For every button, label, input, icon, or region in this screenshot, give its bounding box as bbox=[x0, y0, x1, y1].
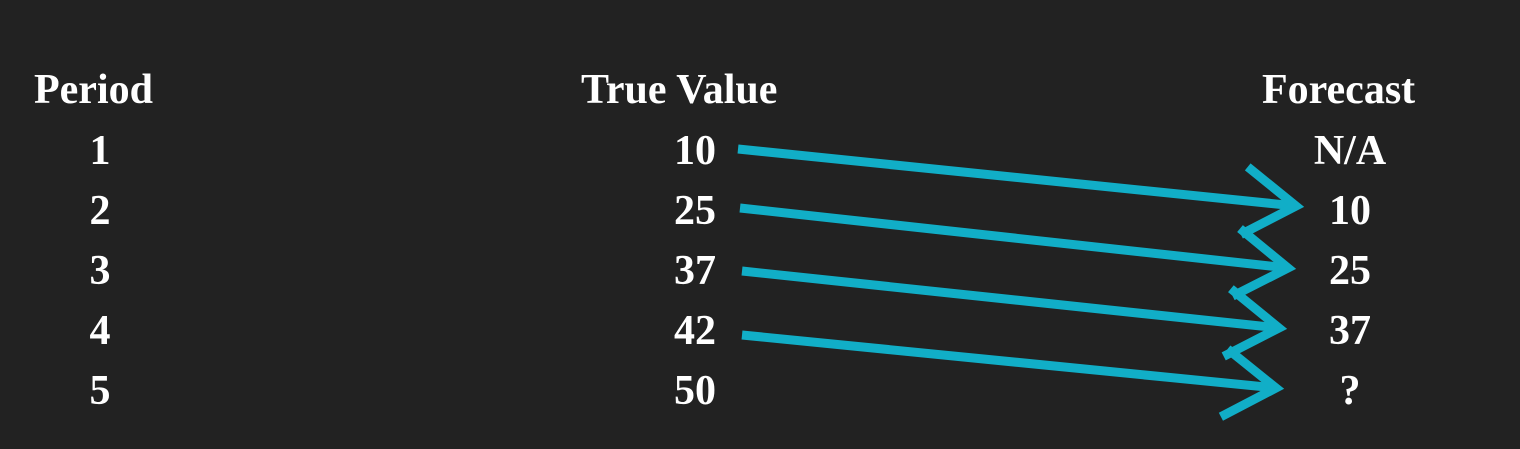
arrow-head bbox=[1218, 345, 1285, 421]
true-value-cell: 50 bbox=[674, 368, 716, 414]
arrow-shaft bbox=[741, 266, 1276, 333]
arrow-head bbox=[1221, 285, 1288, 361]
arrow-head bbox=[1230, 225, 1297, 301]
arrow-shaft bbox=[741, 330, 1273, 393]
true-value-header: True Value bbox=[581, 67, 778, 113]
period-cell: 1 bbox=[89, 128, 111, 174]
forecast-cell: N/A bbox=[1313, 128, 1387, 174]
period-cell: 3 bbox=[89, 248, 111, 294]
arrow-head bbox=[1238, 163, 1305, 239]
arrow-shaft bbox=[737, 144, 1293, 211]
period-cell: 4 bbox=[89, 308, 111, 354]
period-cell: 2 bbox=[89, 188, 111, 234]
forecast-cell: ? bbox=[1339, 368, 1361, 414]
true-value-cell: 10 bbox=[674, 128, 716, 174]
forecast-cell: 10 bbox=[1329, 188, 1371, 234]
true-value-cell: 42 bbox=[674, 308, 716, 354]
true-value-cell: 37 bbox=[674, 248, 716, 294]
arrow-shaft bbox=[739, 203, 1285, 273]
forecast-header: Forecast bbox=[1262, 67, 1416, 113]
forecast-cell: 37 bbox=[1329, 308, 1371, 354]
period-header: Period bbox=[34, 67, 153, 113]
true-value-cell: 25 bbox=[674, 188, 716, 234]
period-cell: 5 bbox=[89, 368, 111, 414]
forecast-cell: 25 bbox=[1329, 248, 1371, 294]
